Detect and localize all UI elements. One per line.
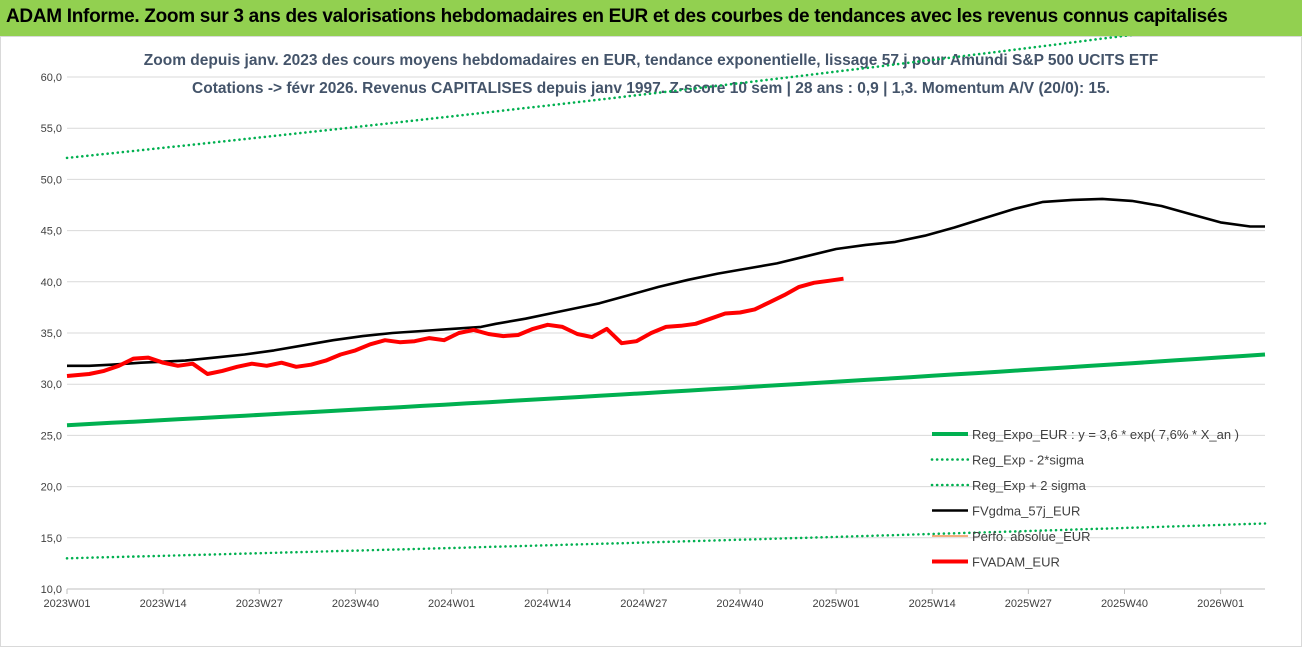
x-tick-label: 2025W40 — [1101, 598, 1148, 610]
x-tick-label: 2025W27 — [1005, 598, 1052, 610]
x-tick-label: 2024W40 — [716, 598, 763, 610]
x-tick-label: 2024W14 — [524, 598, 571, 610]
legend-label: Reg_Exp + 2 sigma — [972, 478, 1087, 493]
y-tick-label: 20,0 — [41, 482, 62, 494]
y-tick-label: 35,0 — [41, 328, 62, 340]
x-tick-label: 2025W01 — [813, 598, 860, 610]
y-tick-label: 30,0 — [41, 379, 62, 391]
legend: Reg_Expo_EUR : y = 3,6 * exp( 7,6% * X_a… — [930, 427, 1239, 570]
chart: Zoom depuis janv. 2023 des cours moyens … — [0, 36, 1302, 647]
y-tick-label: 10,0 — [41, 584, 62, 596]
series-line-3 — [67, 197, 1265, 368]
x-axis: 2023W01 2023W14 2023W27 2023W40 2024W01 2024W… — [43, 588, 1265, 610]
x-tick-label: 2023W27 — [236, 598, 283, 610]
series-group — [65, 36, 1267, 560]
legend-label: FVgdma_57j_EUR — [972, 504, 1080, 519]
gridlines — [67, 76, 1265, 590]
y-tick-label: 50,0 — [41, 174, 62, 186]
legend-label: Reg_Expo_EUR : y = 3,6 * exp( 7,6% * X_a… — [972, 427, 1239, 442]
report-header: ADAM Informe. Zoom sur 3 ans des valoris… — [0, 0, 1302, 36]
chart-title-line1: Zoom depuis janv. 2023 des cours moyens … — [144, 52, 1158, 69]
chart-area — [0, 36, 1302, 647]
report-title: ADAM Informe. Zoom sur 3 ans des valoris… — [6, 6, 1228, 27]
legend-label: Perfo. absolue_EUR — [972, 529, 1091, 544]
y-tick-label: 60,0 — [41, 72, 62, 84]
y-tick-label: 15,0 — [41, 533, 62, 545]
series-line-2 — [65, 36, 1134, 160]
legend-label: FVADAM_EUR — [972, 555, 1060, 570]
x-tick-label: 2023W01 — [43, 598, 90, 610]
series-line-1 — [65, 522, 1267, 560]
x-tick-label: 2025W14 — [909, 598, 956, 610]
y-tick-label: 55,0 — [41, 123, 62, 135]
chart-title-line2: Cotations -> févr 2026. Revenus CAPITALI… — [192, 80, 1110, 97]
series-line-0 — [66, 352, 1266, 428]
x-tick-label: 2024W27 — [620, 598, 667, 610]
y-tick-label: 25,0 — [41, 430, 62, 442]
x-tick-label: 2026W01 — [1197, 598, 1244, 610]
series-line-5 — [66, 276, 844, 378]
y-axis: 10,0 15,0 20,0 25,0 30,0 35,0 40,0 45,0 50,0 55,0… — [41, 72, 62, 596]
x-tick-label: 2024W01 — [428, 598, 475, 610]
x-tick-label: 2023W14 — [140, 598, 187, 610]
y-tick-label: 45,0 — [41, 226, 62, 238]
plot-area: 10,0 15,0 20,0 25,0 30,0 35,0 40,0 45,0 50,0 55,0… — [41, 36, 1267, 610]
legend-label: Reg_Exp - 2*sigma — [972, 453, 1085, 468]
x-tick-label: 2023W40 — [332, 598, 379, 610]
y-tick-label: 40,0 — [41, 277, 62, 289]
